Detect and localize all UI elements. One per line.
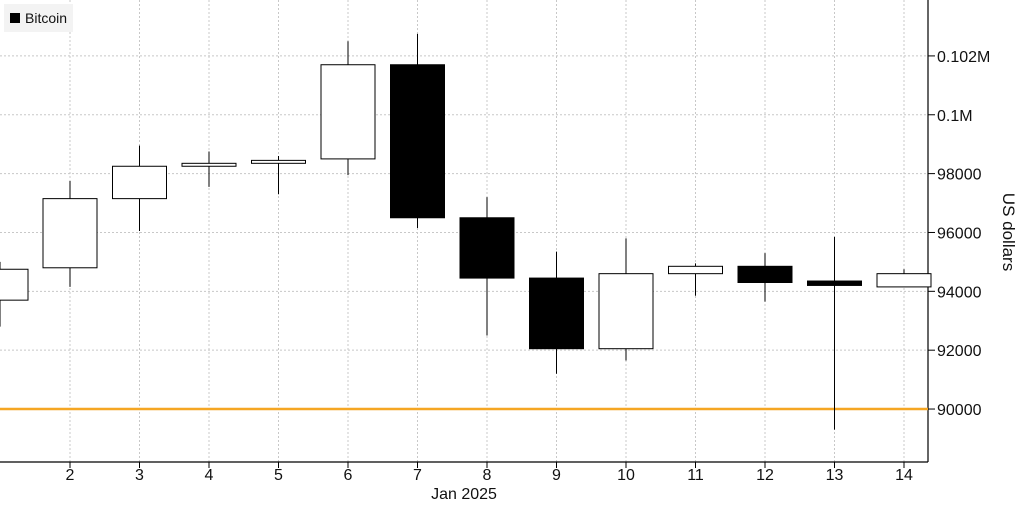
candle-day-4-body [181, 162, 237, 167]
candle-day-3-body [112, 165, 167, 200]
x-tick-label: 6 [344, 467, 353, 484]
x-tick-label: 12 [756, 467, 774, 484]
candle-day-14-body [876, 273, 932, 288]
legend-label: Bitcoin [25, 10, 68, 26]
legend[interactable]: Bitcoin [4, 4, 74, 32]
candle-day-6-body [320, 64, 376, 160]
candle-day-12-body [737, 265, 793, 283]
candle-day-10-body [598, 273, 654, 350]
y-tick-label: 0.1M [937, 108, 973, 125]
x-tick-label: 4 [205, 467, 214, 484]
y-tick-label: 90000 [937, 402, 982, 419]
x-tick-label: 13 [826, 467, 844, 484]
candle-day-8-body [459, 217, 515, 279]
x-tick-label: 10 [617, 467, 635, 484]
x-tick-label: 9 [552, 467, 561, 484]
candle-day-7-body [390, 64, 445, 219]
x-tick-label: 7 [413, 467, 422, 484]
y-tick-label: 94000 [937, 284, 982, 301]
x-tick-label: 3 [135, 467, 144, 484]
candle-day-13-body [807, 280, 862, 286]
candle-day-11-body [668, 265, 723, 275]
legend-swatch-icon [10, 13, 20, 23]
y-tick-label: 96000 [937, 225, 982, 242]
x-tick-label: 8 [483, 467, 492, 484]
x-tick-label: 5 [274, 467, 283, 484]
x-tick-label: 2 [66, 467, 75, 484]
x-tick-label: 11 [687, 467, 704, 484]
candle-day-9-body [529, 277, 584, 350]
x-tick-label: 14 [895, 467, 913, 484]
candle-day-2-body [42, 198, 98, 269]
y-tick-label: 98000 [937, 167, 982, 184]
y-axis-title: US dollars [999, 192, 1018, 272]
candle-day-5-body [251, 159, 306, 164]
candle-partial-body [0, 268, 29, 301]
x-axis-title: Jan 2025 [431, 486, 497, 503]
y-tick-label: 92000 [937, 343, 982, 360]
y-tick-label: 0.102M [937, 49, 990, 66]
